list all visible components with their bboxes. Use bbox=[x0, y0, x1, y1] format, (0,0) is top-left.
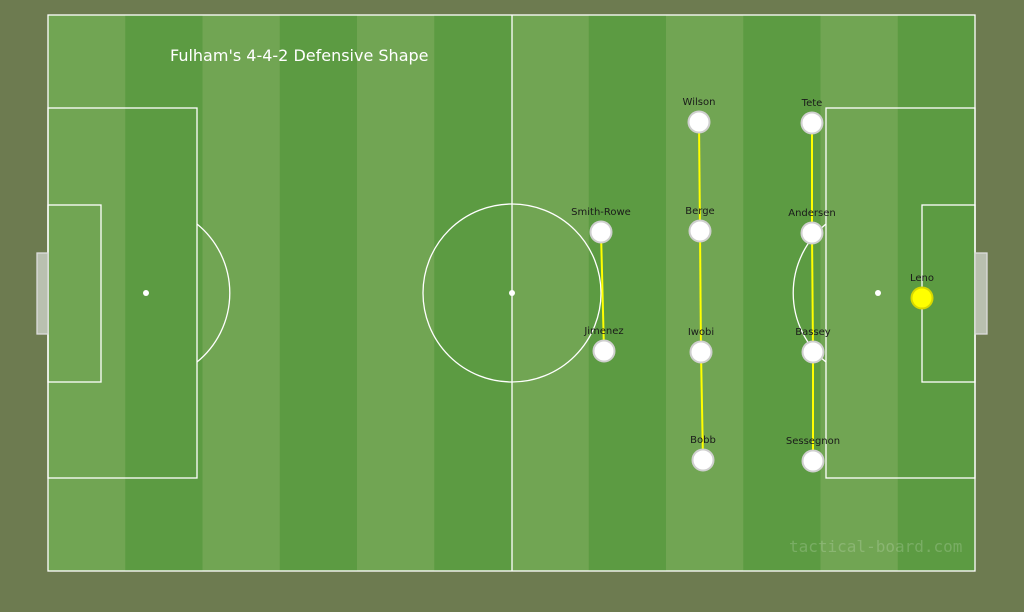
player-marker[interactable] bbox=[687, 110, 711, 134]
player-marker[interactable] bbox=[589, 220, 613, 244]
pitch-stripe bbox=[279, 15, 358, 571]
players: Wilson Tete Smith-Rowe Berge Andersen Jimenez… bbox=[571, 97, 934, 473]
player-leno[interactable]: Leno bbox=[910, 273, 934, 310]
left-goal bbox=[36, 252, 49, 335]
pitch-stripe bbox=[202, 15, 281, 571]
right-goal bbox=[974, 252, 988, 335]
player-marker[interactable] bbox=[592, 339, 616, 363]
player-name: Tete bbox=[801, 98, 823, 109]
player-berge[interactable]: Berge bbox=[685, 206, 715, 243]
player-name: Berge bbox=[685, 206, 714, 217]
pitch-stripe bbox=[820, 15, 899, 571]
player-name: Bassey bbox=[795, 327, 831, 338]
player-name: Leno bbox=[910, 273, 934, 284]
pitch-stripe bbox=[897, 15, 976, 571]
left-penalty-arc bbox=[196, 223, 231, 363]
player-marker[interactable] bbox=[688, 219, 712, 243]
player-wilson[interactable]: Wilson bbox=[683, 97, 716, 134]
player-name: Sessegnon bbox=[786, 436, 840, 447]
pitch-stripe bbox=[511, 15, 590, 571]
player-bobb[interactable]: Bobb bbox=[690, 435, 716, 472]
player-marker[interactable] bbox=[800, 221, 824, 245]
watermark: tactical-board.com bbox=[789, 537, 962, 556]
player-bassey[interactable]: Bassey bbox=[795, 327, 831, 364]
player-marker[interactable] bbox=[689, 340, 713, 364]
player-marker[interactable] bbox=[691, 448, 715, 472]
board-title: Fulham's 4-4-2 Defensive Shape bbox=[170, 46, 429, 65]
player-iwobi[interactable]: Iwobi bbox=[688, 327, 714, 364]
player-name: Jimenez bbox=[583, 326, 623, 337]
player-link bbox=[600, 231, 605, 352]
pitch-stripe bbox=[48, 15, 126, 571]
player-smith-rowe[interactable]: Smith-Rowe bbox=[571, 207, 631, 244]
pitch-stripe bbox=[666, 15, 744, 571]
player-link bbox=[700, 351, 704, 461]
player-link bbox=[811, 232, 814, 353]
player-name: Smith-Rowe bbox=[571, 207, 631, 218]
right-penalty-spot bbox=[875, 290, 881, 296]
player-sessegnon[interactable]: Sessegnon bbox=[786, 436, 840, 473]
left-penalty-spot bbox=[143, 290, 149, 296]
pitch-stripe bbox=[125, 15, 203, 571]
player-links bbox=[600, 121, 814, 461]
player-link bbox=[699, 230, 702, 353]
player-name: Andersen bbox=[788, 208, 836, 219]
player-marker[interactable] bbox=[801, 340, 825, 364]
player-marker[interactable] bbox=[801, 449, 825, 473]
player-andersen[interactable]: Andersen bbox=[788, 208, 836, 245]
player-tete[interactable]: Tete bbox=[800, 98, 824, 135]
pitch-stripe bbox=[357, 15, 435, 571]
pitch-stripe bbox=[434, 15, 512, 571]
player-marker[interactable] bbox=[800, 111, 824, 135]
player-name: Iwobi bbox=[688, 327, 714, 338]
player-jimenez[interactable]: Jimenez bbox=[583, 326, 624, 363]
center-circle bbox=[422, 203, 602, 383]
player-name: Bobb bbox=[690, 435, 716, 446]
player-marker[interactable] bbox=[910, 286, 934, 310]
center-spot bbox=[509, 290, 515, 296]
player-name: Wilson bbox=[683, 97, 716, 108]
pitch-stripe bbox=[743, 15, 821, 571]
player-link bbox=[698, 121, 701, 232]
